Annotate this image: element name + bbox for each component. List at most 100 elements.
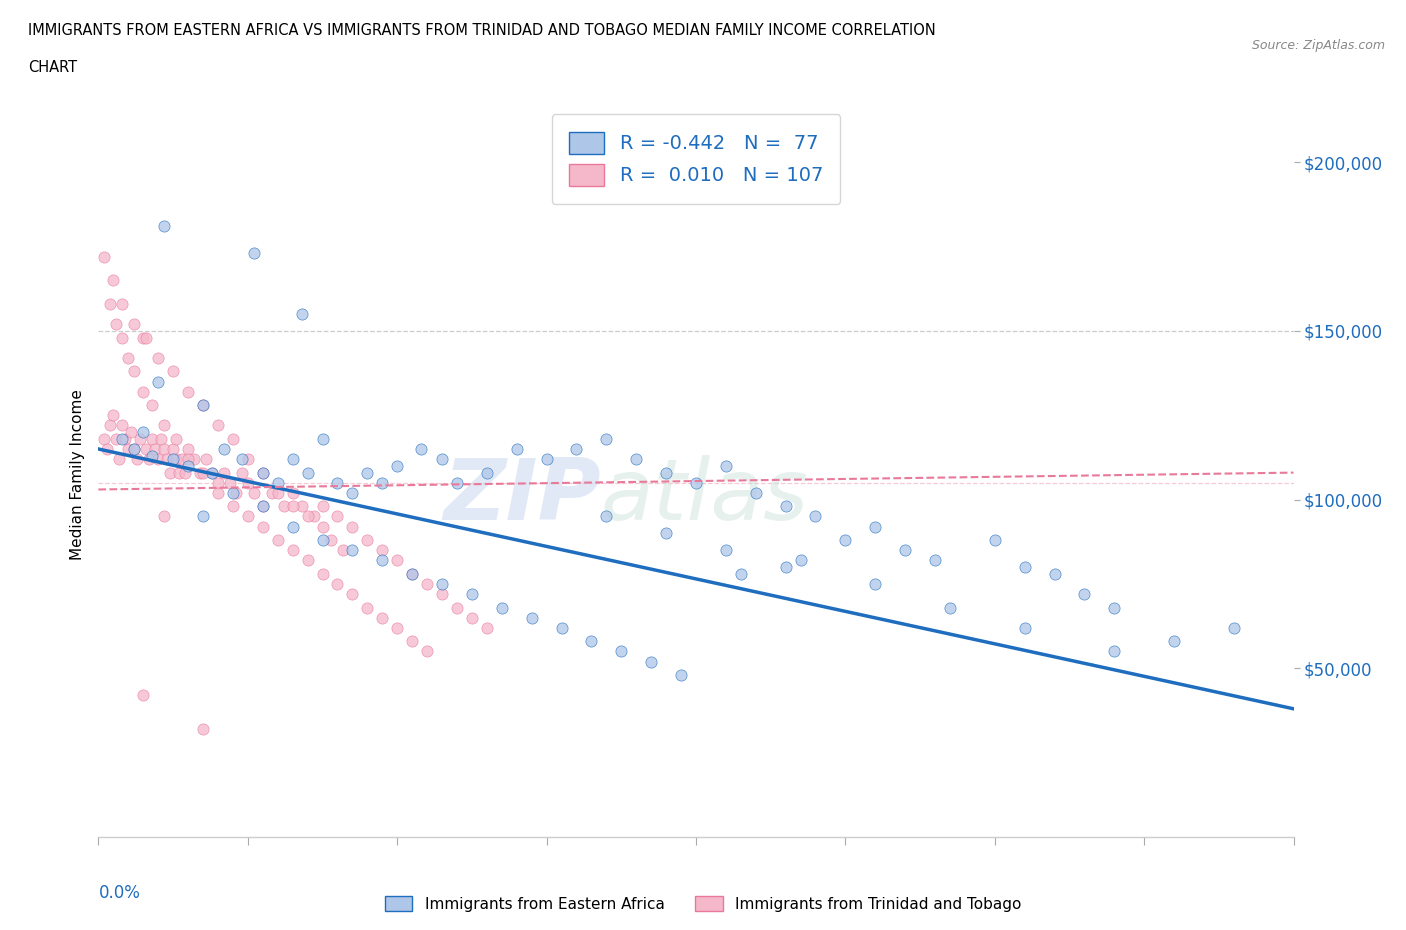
Point (401, 634, 423, 649)
Point (231, 452, 253, 467)
Text: 0.0%: 0.0% (98, 884, 141, 902)
Point (281, 452, 304, 467)
Point (291, 307, 314, 322)
Point (150, 432, 173, 446)
Point (243, 246, 266, 260)
Point (212, 442, 235, 457)
Point (475, 465, 498, 480)
Point (385, 553, 409, 568)
Point (141, 448, 163, 463)
Point (491, 600, 513, 615)
Point (356, 533, 378, 548)
Point (1104, 600, 1126, 615)
Point (162, 452, 184, 467)
Point (177, 384, 200, 399)
Point (201, 465, 224, 480)
Point (297, 465, 319, 480)
Point (669, 668, 692, 683)
Point (135, 442, 157, 457)
Point (207, 475, 229, 490)
Point (252, 498, 274, 513)
Point (177, 452, 200, 467)
Point (252, 465, 274, 480)
Point (153, 442, 176, 457)
Point (385, 620, 409, 635)
Point (222, 498, 245, 513)
Point (132, 688, 155, 703)
Point (188, 465, 211, 480)
Point (108, 452, 131, 467)
Point (356, 465, 378, 480)
Point (156, 452, 179, 467)
Point (730, 566, 752, 581)
Point (446, 600, 468, 615)
Point (1043, 566, 1066, 581)
Point (135, 330, 157, 345)
Point (342, 485, 364, 500)
Point (371, 553, 394, 568)
Point (281, 519, 304, 534)
Point (655, 465, 678, 480)
Point (894, 543, 917, 558)
Point (93, 432, 115, 446)
Point (291, 498, 314, 513)
Point (177, 442, 200, 457)
Point (1014, 560, 1036, 575)
Point (212, 465, 235, 480)
Point (191, 465, 214, 480)
Point (191, 722, 214, 737)
Point (924, 553, 946, 568)
Point (1163, 634, 1185, 649)
Point (1223, 620, 1246, 635)
Point (252, 465, 274, 480)
Point (165, 452, 187, 467)
Point (775, 498, 797, 513)
Point (311, 519, 333, 534)
Point (416, 644, 439, 658)
Point (326, 577, 349, 591)
Point (207, 485, 229, 500)
Point (195, 452, 218, 467)
Point (103, 408, 125, 423)
Point (236, 509, 259, 524)
Point (267, 533, 290, 548)
Point (984, 533, 1007, 548)
Point (222, 485, 245, 500)
Point (165, 432, 187, 446)
Point (111, 418, 134, 432)
Point (311, 432, 333, 446)
Point (401, 566, 423, 581)
Point (132, 425, 155, 440)
Point (267, 485, 290, 500)
Point (148, 452, 170, 467)
Point (281, 543, 304, 558)
Point (939, 600, 962, 615)
Point (475, 620, 498, 635)
Point (159, 465, 181, 480)
Point (153, 418, 176, 432)
Point (326, 509, 349, 524)
Point (93, 249, 115, 264)
Point (191, 398, 214, 413)
Point (430, 452, 453, 467)
Point (124, 442, 146, 457)
Point (302, 509, 325, 524)
Point (132, 384, 155, 399)
Point (162, 364, 184, 379)
Point (311, 533, 333, 548)
Point (385, 458, 409, 473)
Point (610, 644, 633, 658)
Point (685, 475, 707, 490)
Point (172, 452, 194, 467)
Point (865, 519, 887, 534)
Point (219, 475, 242, 490)
Point (252, 498, 274, 513)
Point (581, 634, 603, 649)
Point (281, 498, 304, 513)
Point (127, 452, 149, 467)
Point (98, 418, 122, 432)
Point (311, 498, 333, 513)
Point (191, 509, 214, 524)
Point (236, 475, 259, 490)
Point (96, 442, 118, 457)
